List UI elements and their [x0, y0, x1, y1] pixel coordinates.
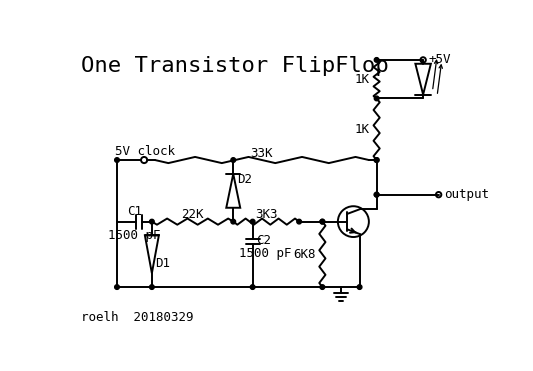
- Circle shape: [150, 219, 154, 224]
- Circle shape: [374, 192, 379, 197]
- Circle shape: [297, 219, 302, 224]
- Text: 1K: 1K: [354, 123, 370, 136]
- Circle shape: [374, 158, 379, 162]
- Text: C2: C2: [256, 234, 271, 247]
- Text: 1500 pF: 1500 pF: [239, 247, 291, 260]
- Circle shape: [251, 219, 255, 224]
- Text: 3K3: 3K3: [255, 208, 278, 221]
- Circle shape: [251, 285, 255, 289]
- Circle shape: [374, 192, 379, 197]
- Circle shape: [357, 285, 362, 289]
- Circle shape: [231, 219, 236, 224]
- Text: roelh  20180329: roelh 20180329: [80, 311, 193, 324]
- Circle shape: [231, 158, 236, 162]
- Text: +5V: +5V: [429, 53, 451, 66]
- Text: 1500 pF: 1500 pF: [108, 229, 160, 242]
- Circle shape: [374, 158, 379, 162]
- Text: D2: D2: [237, 173, 252, 186]
- Text: C1: C1: [127, 205, 142, 218]
- Text: D1: D1: [155, 257, 170, 270]
- Circle shape: [320, 219, 325, 224]
- Text: One Transistor FlipFlop: One Transistor FlipFlop: [80, 56, 388, 76]
- Circle shape: [115, 158, 119, 162]
- Circle shape: [374, 58, 379, 62]
- Text: 5V clock: 5V clock: [115, 145, 175, 158]
- Circle shape: [115, 285, 119, 289]
- Circle shape: [150, 285, 154, 289]
- Text: 1K: 1K: [354, 73, 370, 86]
- Text: output: output: [444, 188, 489, 201]
- Text: 33K: 33K: [251, 147, 273, 160]
- Circle shape: [320, 219, 325, 224]
- Circle shape: [374, 96, 379, 101]
- Text: 6K8: 6K8: [293, 248, 316, 261]
- Circle shape: [320, 285, 325, 289]
- Text: 22K: 22K: [181, 208, 204, 221]
